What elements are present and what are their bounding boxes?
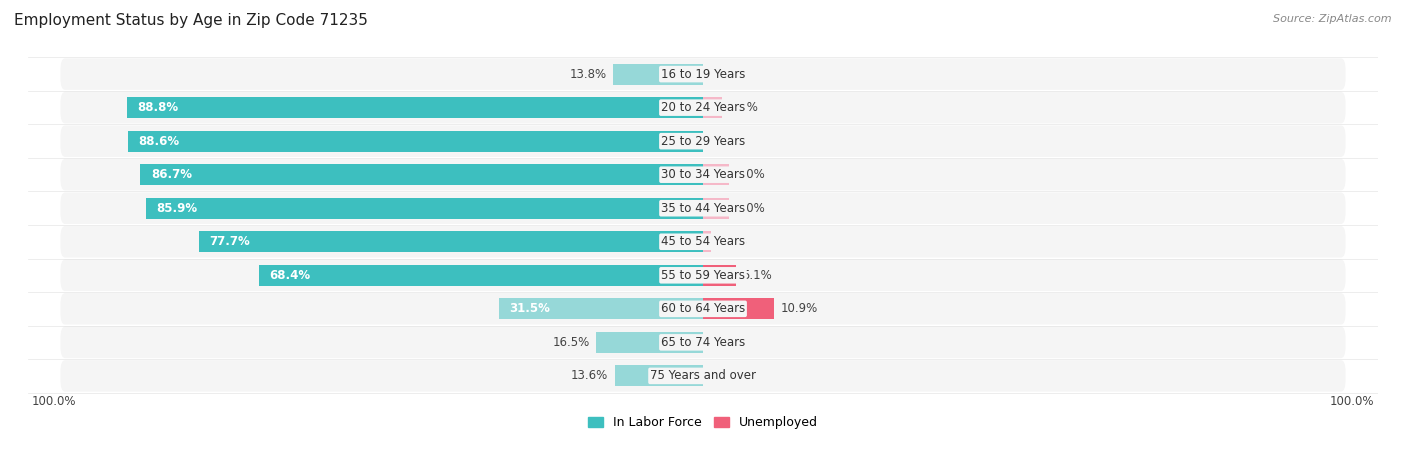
Bar	[703, 298, 773, 319]
Text: 4.0%: 4.0%	[735, 168, 765, 181]
Bar	[259, 265, 703, 286]
Text: 2.9%: 2.9%	[728, 101, 758, 114]
Text: 45 to 54 Years: 45 to 54 Years	[661, 235, 745, 248]
Text: 100.0%: 100.0%	[32, 396, 76, 408]
Text: 31.5%: 31.5%	[509, 302, 550, 315]
Text: 86.7%: 86.7%	[150, 168, 191, 181]
Text: 0.0%: 0.0%	[710, 135, 740, 148]
Bar	[703, 231, 711, 252]
Text: 0.0%: 0.0%	[710, 68, 740, 81]
Text: 100.0%: 100.0%	[1330, 396, 1374, 408]
Text: 0.0%: 0.0%	[710, 369, 740, 382]
Bar	[127, 97, 703, 118]
Bar	[198, 231, 703, 252]
Text: 20 to 24 Years: 20 to 24 Years	[661, 101, 745, 114]
Text: 10.9%: 10.9%	[780, 302, 817, 315]
FancyBboxPatch shape	[60, 92, 1346, 123]
Text: 16.5%: 16.5%	[553, 336, 589, 349]
Text: 5.1%: 5.1%	[742, 269, 772, 282]
FancyBboxPatch shape	[60, 58, 1346, 90]
Bar	[128, 131, 703, 152]
Bar	[141, 164, 703, 185]
Bar	[703, 265, 737, 286]
Bar	[703, 198, 728, 219]
Text: 77.7%: 77.7%	[209, 235, 250, 248]
Text: Source: ZipAtlas.com: Source: ZipAtlas.com	[1274, 14, 1392, 23]
FancyBboxPatch shape	[60, 260, 1346, 291]
Text: 30 to 34 Years: 30 to 34 Years	[661, 168, 745, 181]
Bar	[146, 198, 703, 219]
FancyBboxPatch shape	[60, 360, 1346, 392]
Legend: In Labor Force, Unemployed: In Labor Force, Unemployed	[583, 411, 823, 434]
Bar	[499, 298, 703, 319]
Text: 65 to 74 Years: 65 to 74 Years	[661, 336, 745, 349]
Text: 0.0%: 0.0%	[710, 336, 740, 349]
Bar	[596, 332, 703, 353]
FancyBboxPatch shape	[60, 159, 1346, 190]
Text: 1.2%: 1.2%	[717, 235, 747, 248]
Bar	[614, 365, 703, 386]
Text: 88.8%: 88.8%	[138, 101, 179, 114]
FancyBboxPatch shape	[60, 293, 1346, 324]
Text: Employment Status by Age in Zip Code 71235: Employment Status by Age in Zip Code 712…	[14, 14, 368, 28]
Text: 13.6%: 13.6%	[571, 369, 609, 382]
Text: 35 to 44 Years: 35 to 44 Years	[661, 202, 745, 215]
Text: 75 Years and over: 75 Years and over	[650, 369, 756, 382]
Text: 16 to 19 Years: 16 to 19 Years	[661, 68, 745, 81]
FancyBboxPatch shape	[60, 327, 1346, 358]
FancyBboxPatch shape	[60, 126, 1346, 157]
Text: 4.0%: 4.0%	[735, 202, 765, 215]
Text: 68.4%: 68.4%	[270, 269, 311, 282]
Text: 85.9%: 85.9%	[156, 202, 197, 215]
Text: 88.6%: 88.6%	[138, 135, 180, 148]
Text: 25 to 29 Years: 25 to 29 Years	[661, 135, 745, 148]
Bar	[703, 164, 728, 185]
Bar	[703, 97, 721, 118]
Bar	[613, 64, 703, 85]
Text: 13.8%: 13.8%	[569, 68, 607, 81]
FancyBboxPatch shape	[60, 193, 1346, 224]
FancyBboxPatch shape	[60, 226, 1346, 257]
Text: 55 to 59 Years: 55 to 59 Years	[661, 269, 745, 282]
Text: 60 to 64 Years: 60 to 64 Years	[661, 302, 745, 315]
